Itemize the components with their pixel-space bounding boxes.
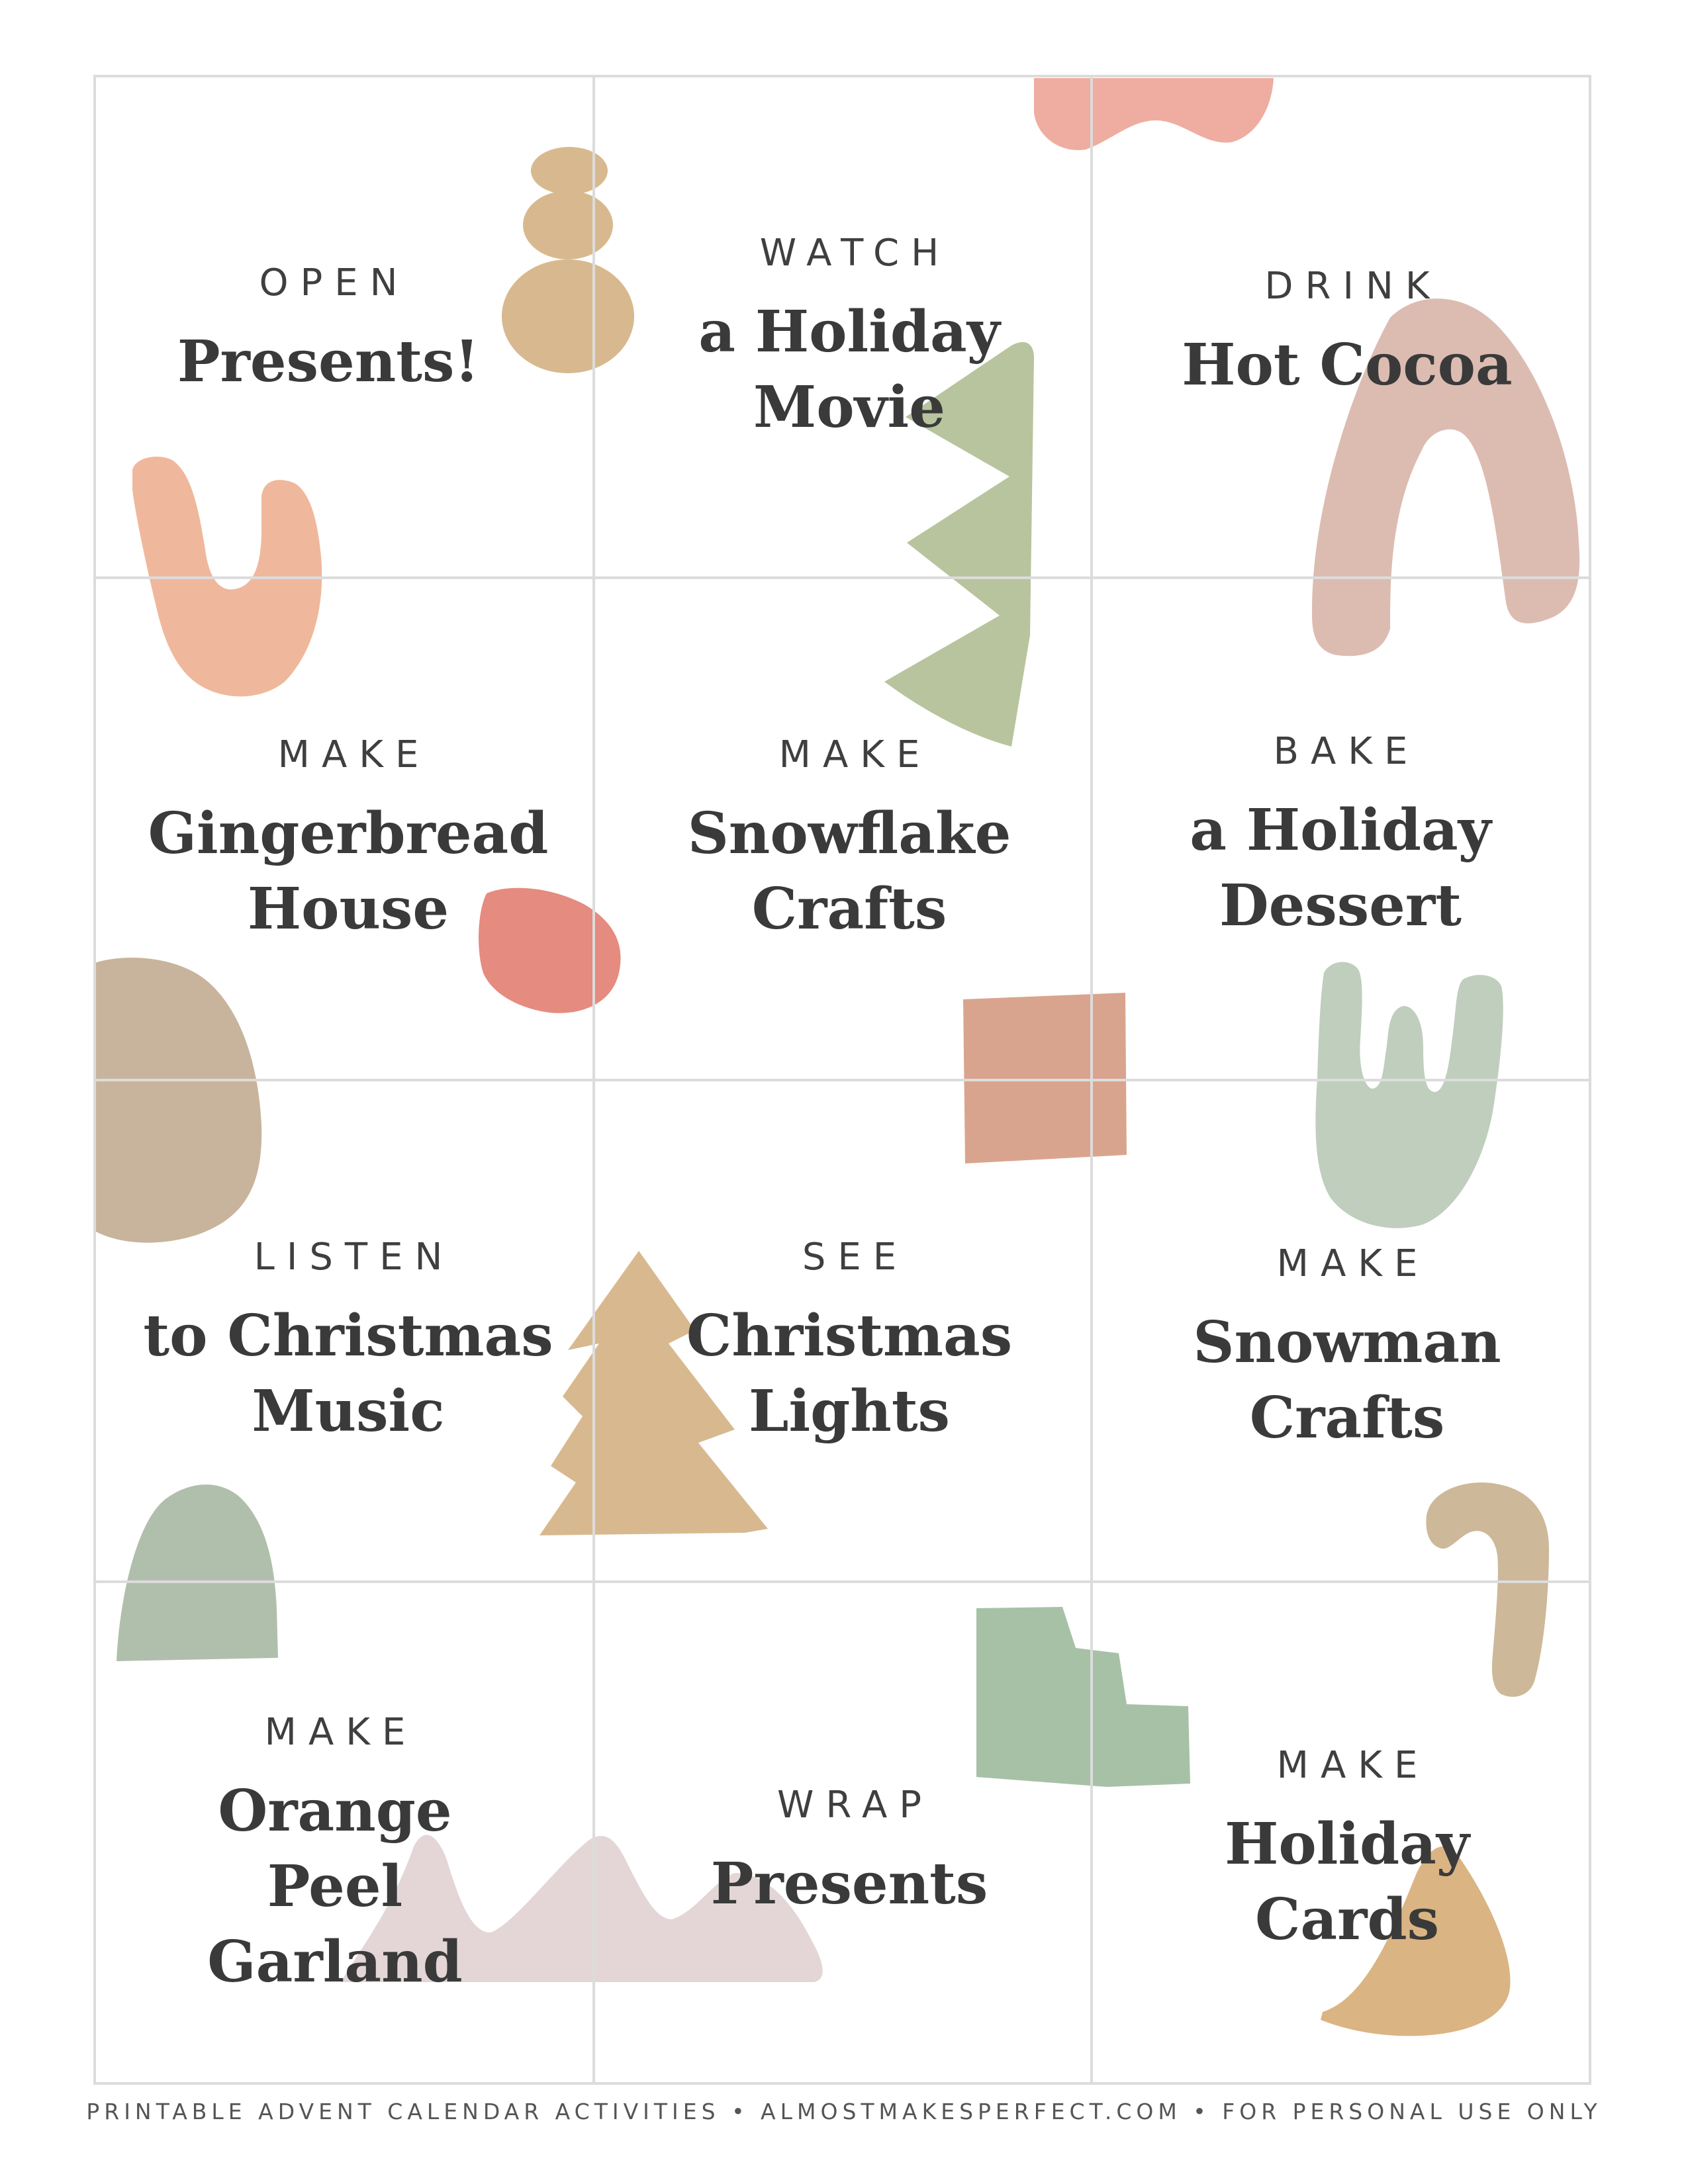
activity-title-line: Presents! [177, 328, 480, 395]
activity-card-5: MAKE Snowflake Crafts [600, 578, 1098, 1081]
activity-title-line: Crafts [1249, 1385, 1445, 1451]
activity-title-line: Hot Cocoa [1182, 332, 1513, 398]
activity-title: to Christmas Music [99, 1298, 597, 1449]
activity-title-line: to Christmas [143, 1302, 553, 1369]
activity-title-line: House [247, 876, 449, 942]
activity-title-line: Cards [1254, 1886, 1440, 1953]
activity-title-line: Snowflake [687, 800, 1011, 867]
activity-verb: BAKE [1273, 730, 1420, 773]
activity-title-line: Movie [753, 374, 945, 441]
activity-title: a Holiday Movie [600, 295, 1098, 445]
activity-title-line: Music [252, 1378, 445, 1445]
activity-title-line: Holiday [1225, 1811, 1470, 1878]
activity-card-11: WRAP Presents [600, 1582, 1098, 2085]
activity-card-8: SEE Christmas Lights [600, 1080, 1098, 1583]
activity-verb: OPEN [259, 261, 410, 304]
activity-title-line: Dessert [1219, 872, 1462, 939]
activity-card-9: MAKE Snowman Crafts [1098, 1080, 1596, 1583]
activity-verb: DRINK [1264, 265, 1442, 308]
activity-card-7: LISTEN to Christmas Music [99, 1080, 597, 1583]
activity-card-2: WATCH a Holiday Movie [600, 76, 1098, 579]
activity-title: Presents! [79, 324, 577, 400]
activity-title-line: Peel [267, 1853, 403, 1920]
activity-title: Presents [600, 1846, 1098, 1922]
activity-title: Gingerbread House [99, 796, 597, 947]
activity-title: Orange Peel Garland [86, 1774, 584, 2000]
activity-verb: MAKE [1276, 1242, 1430, 1285]
activity-title-line: a Holiday [1190, 797, 1491, 864]
activity-verb: WRAP [776, 1784, 934, 1827]
activity-card-10: MAKE Orange Peel Garland [86, 1582, 584, 2085]
activity-title-line: Presents [710, 1850, 988, 1917]
activity-title-line: Orange [218, 1778, 452, 1844]
activity-title-line: a Holiday [698, 298, 1000, 365]
activity-title: Snowflake Crafts [600, 796, 1098, 947]
activity-title: Holiday Cards [1098, 1807, 1596, 1958]
activity-title-line: Christmas [686, 1302, 1013, 1369]
activity-title: a Holiday Dessert [1092, 793, 1589, 944]
activity-card-12: MAKE Holiday Cards [1098, 1582, 1596, 2085]
activity-title-line: Gingerbread [148, 800, 549, 867]
activity-title-line: Crafts [751, 876, 947, 942]
activity-verb: MAKE [1276, 1744, 1430, 1787]
activity-verb: MAKE [277, 733, 431, 776]
activity-card-1: OPEN Presents! [79, 76, 577, 579]
activity-verb: MAKE [264, 1711, 418, 1754]
activity-verb: WATCH [759, 232, 951, 275]
footer-credit: PRINTABLE ADVENT CALENDAR ACTIVITIES • A… [86, 2099, 1602, 2124]
activity-card-3: DRINK Hot Cocoa [1098, 76, 1596, 579]
activity-card-4: MAKE Gingerbread House [99, 578, 597, 1081]
activity-title-line: Snowman [1193, 1309, 1501, 1376]
activity-card-6: BAKE a Holiday Dessert [1092, 578, 1589, 1081]
activity-verb: SEE [802, 1236, 909, 1279]
activity-title: Snowman Crafts [1098, 1305, 1596, 1456]
activity-title-line: Garland [207, 1929, 463, 1995]
activity-verb: MAKE [778, 733, 932, 776]
activity-title-line: Lights [749, 1378, 950, 1445]
activity-title: Hot Cocoa [1098, 328, 1596, 403]
activity-verb: LISTEN [254, 1236, 455, 1279]
activity-title: Christmas Lights [600, 1298, 1098, 1449]
